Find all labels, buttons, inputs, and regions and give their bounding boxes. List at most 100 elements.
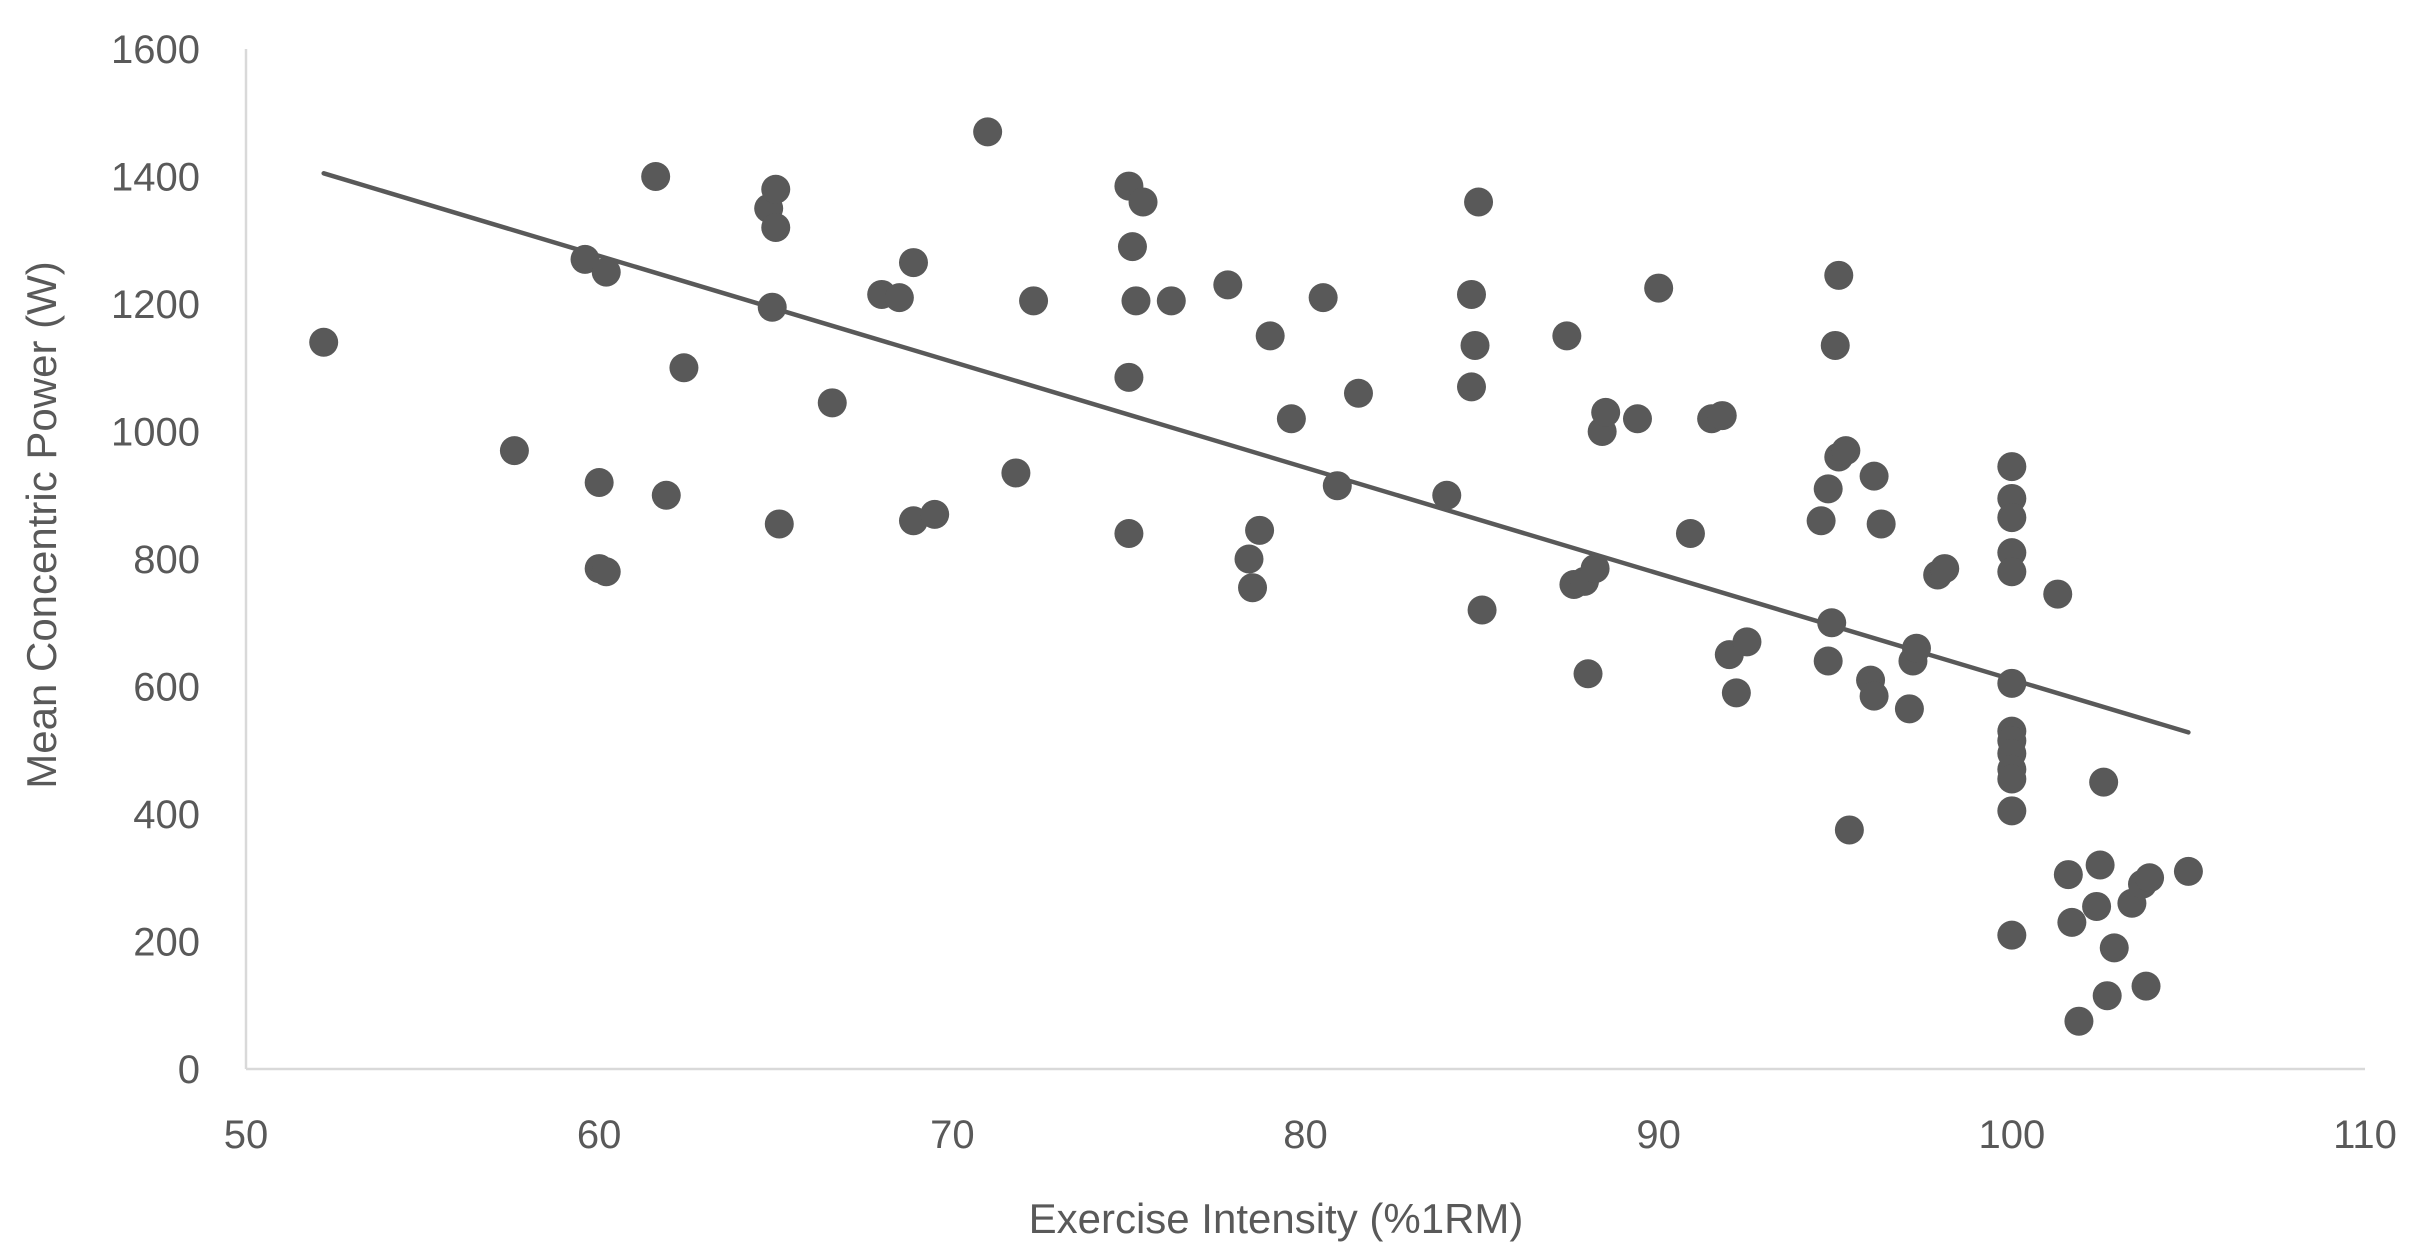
- data-point: [1813, 646, 1843, 676]
- data-point: [1707, 401, 1737, 431]
- data-point: [2099, 933, 2129, 963]
- data-point: [1732, 627, 1762, 657]
- data-point: [1255, 321, 1285, 351]
- data-point: [499, 436, 529, 466]
- y-tick-label: 800: [133, 538, 200, 582]
- data-point: [1001, 458, 1031, 488]
- x-tick-label: 50: [224, 1113, 269, 1157]
- data-point: [1552, 321, 1582, 351]
- data-point: [2043, 579, 2073, 609]
- data-point: [757, 292, 787, 322]
- data-point: [1997, 796, 2027, 826]
- data-point: [1245, 515, 1275, 545]
- data-point: [1238, 573, 1268, 603]
- data-point: [1117, 232, 1147, 262]
- data-point: [1464, 187, 1494, 217]
- data-point: [817, 388, 847, 418]
- data-point: [1456, 372, 1486, 402]
- data-point: [1817, 608, 1847, 638]
- data-point: [1859, 681, 1889, 711]
- data-point: [1859, 461, 1889, 491]
- data-point: [1019, 286, 1049, 316]
- data-point: [591, 557, 621, 587]
- y-tick-labels: 0 200 400 600 800 1000 1200 1400 1600: [111, 28, 200, 1092]
- data-point: [1432, 480, 1462, 510]
- data-point: [2089, 767, 2119, 797]
- y-axis-title: Mean Concentric Power (W): [18, 261, 65, 788]
- data-point: [1128, 187, 1158, 217]
- data-point: [898, 248, 928, 278]
- x-tick-label: 90: [1636, 1113, 1681, 1157]
- data-point: [1866, 509, 1896, 539]
- data-point: [2057, 907, 2087, 937]
- data-point: [1894, 694, 1924, 724]
- data-point: [1322, 471, 1352, 501]
- data-point: [1831, 436, 1861, 466]
- y-tick-label: 400: [133, 793, 200, 837]
- data-point: [1997, 557, 2027, 587]
- data-points: [309, 117, 2203, 1036]
- data-point: [2092, 981, 2122, 1011]
- data-point: [1156, 286, 1186, 316]
- data-point: [1997, 503, 2027, 533]
- y-tick-label: 1000: [111, 411, 200, 455]
- data-point: [973, 117, 1003, 147]
- data-point: [1573, 659, 1603, 689]
- trendline: [321, 171, 2191, 735]
- data-point: [1456, 279, 1486, 309]
- data-point: [669, 353, 699, 383]
- data-point: [1997, 764, 2027, 794]
- data-point: [1276, 404, 1306, 434]
- data-point: [584, 468, 614, 497]
- x-tick-label: 100: [1978, 1113, 2045, 1157]
- data-point: [591, 257, 621, 287]
- y-tick-label: 1400: [111, 156, 200, 200]
- data-point: [764, 509, 794, 539]
- data-point: [2085, 850, 2115, 880]
- data-point: [2173, 856, 2203, 886]
- data-point: [1308, 283, 1338, 313]
- data-point: [1234, 544, 1264, 574]
- data-point: [920, 499, 950, 529]
- data-point: [570, 244, 600, 274]
- data-point: [1622, 404, 1652, 434]
- data-point: [1213, 270, 1243, 300]
- data-point: [884, 283, 914, 313]
- data-point: [1467, 595, 1497, 625]
- data-point: [1343, 378, 1373, 408]
- x-tick-label: 80: [1283, 1113, 1328, 1157]
- data-point: [1824, 260, 1854, 290]
- y-tick-label: 0: [178, 1048, 200, 1092]
- data-point: [1820, 330, 1850, 360]
- data-point: [1114, 519, 1144, 548]
- data-point: [1114, 362, 1144, 392]
- data-point: [1997, 920, 2027, 950]
- data-point: [1460, 330, 1490, 360]
- x-tick-label: 60: [577, 1113, 622, 1157]
- y-tick-label: 200: [133, 921, 200, 965]
- data-point: [641, 162, 671, 191]
- data-point: [2082, 891, 2112, 921]
- data-point: [1930, 554, 1960, 584]
- data-point: [1721, 678, 1751, 708]
- data-point: [761, 174, 791, 204]
- data-point: [1997, 452, 2027, 482]
- trendline-group: [321, 171, 2191, 735]
- y-tick-label: 600: [133, 666, 200, 710]
- data-point: [1580, 554, 1610, 584]
- data-point: [2131, 971, 2161, 1001]
- data-point: [1675, 519, 1705, 548]
- data-point: [2135, 863, 2165, 893]
- x-tick-labels: 50 60 70 80 90 100 110: [224, 1113, 2397, 1157]
- data-point: [761, 213, 791, 242]
- data-point: [1997, 668, 2027, 698]
- data-point: [1901, 633, 1931, 663]
- x-tick-label: 70: [930, 1113, 975, 1157]
- data-point: [1121, 286, 1151, 316]
- data-point: [1806, 506, 1836, 536]
- y-tick-label: 1200: [111, 283, 200, 327]
- data-point: [309, 327, 339, 357]
- data-point: [2064, 1006, 2094, 1036]
- data-point: [651, 480, 681, 510]
